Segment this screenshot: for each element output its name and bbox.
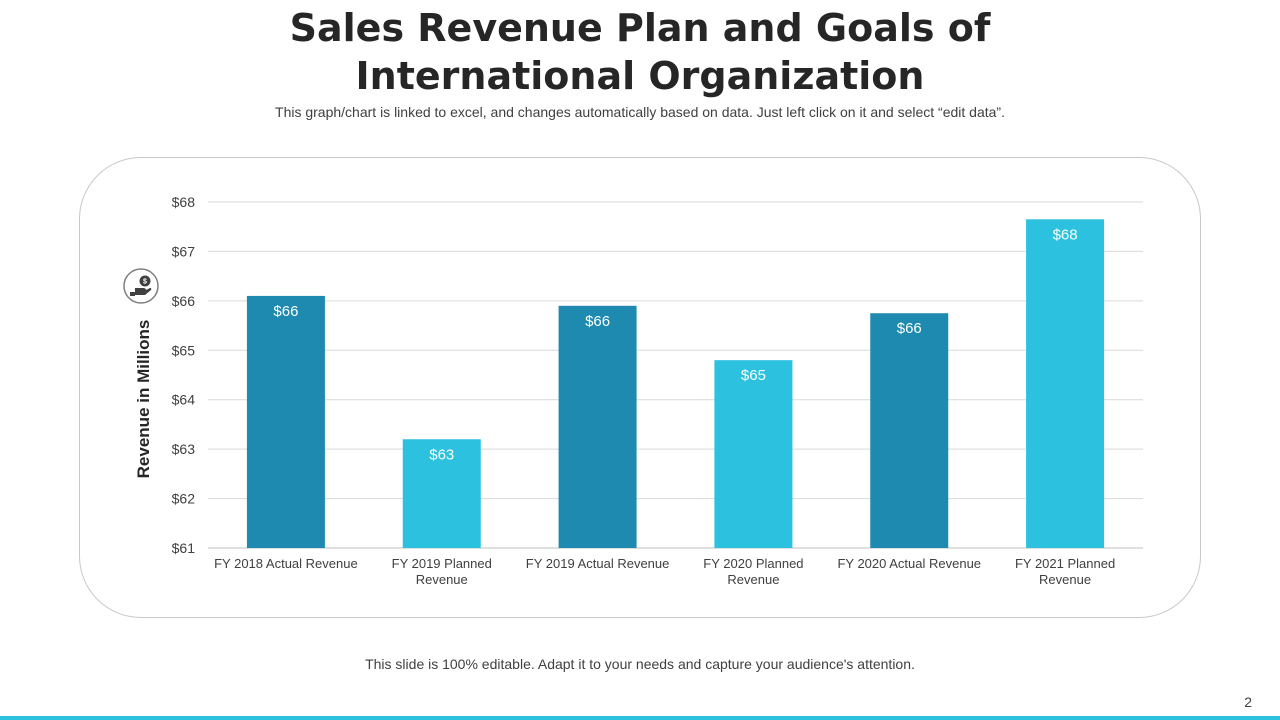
chart-y-axis: $61 $62 $63 $64 $65 $66 $67 $68 (172, 194, 196, 556)
y-tick-label: $64 (172, 392, 196, 408)
slide-title-line-1: Sales Revenue Plan and Goals of (289, 6, 991, 50)
bar[interactable] (870, 313, 949, 548)
x-tick-label: FY 2018 Actual Revenue (214, 556, 358, 571)
bar-data-label: $66 (273, 303, 298, 320)
svg-text:$: $ (143, 279, 147, 286)
slide-footer-note: This slide is 100% editable. Adapt it to… (365, 656, 915, 672)
bar-data-label: $65 (741, 367, 766, 384)
x-tick-label: FY 2020 Planned Revenue (703, 556, 803, 587)
chart-gridlines (208, 201, 1143, 549)
page-number: 2 (1244, 694, 1252, 710)
x-tick-label: FY 2021 Planned Revenue (1015, 556, 1115, 587)
slide-title: Sales Revenue Plan and Goals of Internat… (0, 4, 1280, 100)
y-tick-label: $61 (172, 540, 196, 556)
y-tick-label: $68 (172, 194, 196, 210)
money-hand-icon: $ (123, 268, 159, 304)
y-tick-label: $65 (172, 342, 196, 358)
bar-data-label: $63 (429, 446, 454, 463)
y-axis-title: Revenue in Millions (134, 320, 153, 479)
y-tick-label: $67 (172, 243, 196, 259)
bar[interactable] (1026, 219, 1105, 549)
bar[interactable] (246, 295, 325, 548)
bar[interactable] (558, 305, 637, 548)
y-tick-label: $63 (172, 441, 196, 457)
chart-bars[interactable] (246, 219, 1105, 549)
bar-data-label: $68 (1053, 226, 1078, 243)
x-tick-label: FY 2019 Actual Revenue (526, 556, 670, 571)
x-tick-label: FY 2020 Actual Revenue (837, 556, 981, 571)
y-tick-label: $66 (172, 293, 196, 309)
chart-data-labels: $66 $63 $66 $65 $66 $68 (273, 226, 1077, 463)
bottom-accent-bar (0, 716, 1280, 720)
bar-data-label: $66 (585, 313, 610, 330)
chart-x-axis: FY 2018 Actual Revenue FY 2019 Planned Rev… (214, 556, 1115, 587)
bar-data-label: $66 (897, 320, 922, 337)
x-tick-label: FY 2019 Planned Revenue (392, 556, 492, 587)
slide-title-line-2: International Organization (355, 54, 925, 98)
bar[interactable] (714, 360, 793, 548)
bar[interactable] (402, 439, 481, 548)
y-tick-label: $62 (172, 491, 196, 507)
slide-subtitle: This graph/chart is linked to excel, and… (275, 104, 1005, 120)
